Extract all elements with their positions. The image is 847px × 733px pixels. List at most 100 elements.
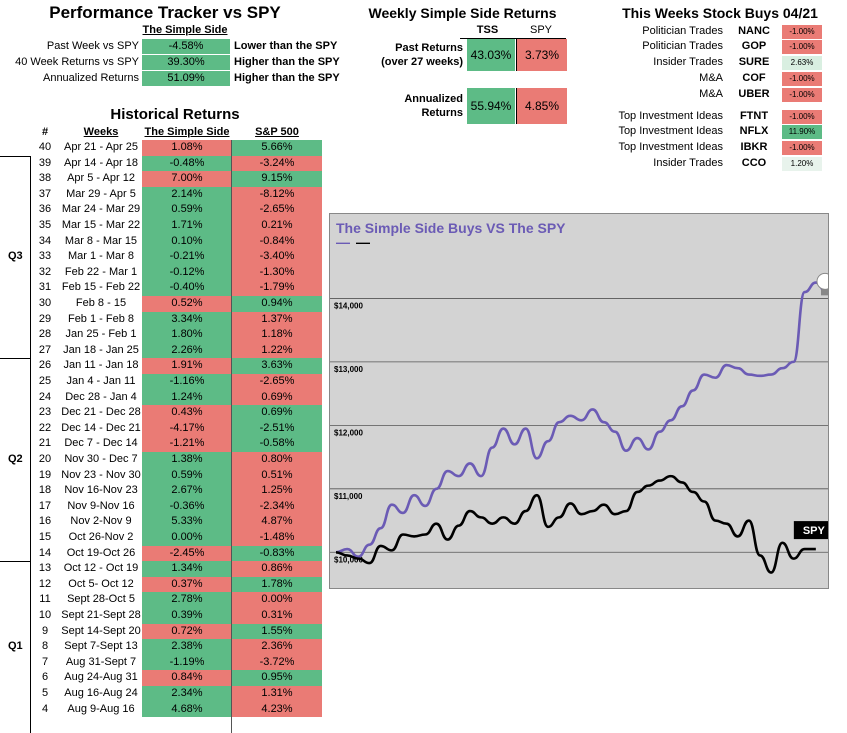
buy-value: -1.00% (782, 72, 822, 86)
hist-row: 35 Mar 15 - Mar 22 1.71% 0.21% (0, 218, 330, 234)
weekly-ann-label-1: Annualized (404, 93, 463, 105)
hist-sp: 1.22% (232, 342, 322, 359)
hist-sp: 2.36% (232, 639, 322, 655)
hist-sp: 3.63% (232, 358, 322, 374)
chart-title: The Simple Side Buys VS The SPY (336, 220, 566, 236)
hist-row: 34 Mar 8 - Mar 15 0.10% -0.84% (0, 233, 330, 250)
hist-tss: 0.59% (142, 467, 232, 484)
hist-weeks: Oct 26-Nov 2 (68, 531, 134, 543)
chart-panel: The Simple Side Buys VS The SPY — — $10,… (329, 213, 829, 589)
weekly-col-spy: SPY (529, 24, 552, 36)
hist-weeks: Jan 18 - Jan 25 (63, 343, 139, 356)
tracker-row-label: 40 Week Returns vs SPY (15, 56, 139, 68)
hist-sp: -2.51% (232, 420, 322, 437)
hist-sp: 1.25% (232, 483, 322, 499)
legend-black-marker: — (356, 234, 370, 250)
tracker-row-value: 51.09% (142, 71, 230, 86)
y-tick-label: $10,000 (334, 555, 363, 564)
hist-row: 28 Jan 25 - Feb 1 1.80% 1.18% (0, 327, 330, 343)
hist-weeks: Jan 11 - Jan 18 (63, 359, 139, 372)
hist-header-tss: The Simple Side (144, 126, 230, 138)
weekly-title: Weekly Simple Side Returns (368, 5, 557, 21)
hist-row: 27 Jan 18 - Jan 25 2.26% 1.22% (0, 342, 330, 359)
weekly-col-tss: TSS (476, 24, 499, 36)
quarter-label: Q1 (8, 640, 23, 653)
hist-num: 34 (38, 234, 52, 247)
hist-row: 15 Oct 26-Nov 2 0.00% -1.48% (0, 530, 330, 546)
hist-num: 11 (39, 593, 51, 606)
hist-row: 7 Aug 31-Sept 7 -1.19% -3.72% (0, 654, 330, 671)
hist-row: 16 Nov 2-Nov 9 5.33% 4.87% (0, 514, 330, 530)
hist-num: 19 (38, 468, 52, 481)
hist-tss: 2.67% (142, 483, 232, 499)
quarter-divider (0, 358, 30, 360)
hist-tss: 2.38% (142, 639, 232, 655)
buy-value: 2.63% (782, 56, 822, 70)
hist-sp: 1.78% (232, 576, 322, 593)
weekly-ann-tss: 55.94% (467, 88, 515, 124)
hist-weeks: Feb 22 - Mar 1 (64, 265, 138, 278)
hist-tss: 1.38% (142, 452, 232, 468)
series-line-spy (335, 474, 816, 574)
tracker-row-value: -4.58% (142, 39, 230, 54)
quarter-label: Q2 (8, 452, 23, 465)
buy-ticker: GOP (741, 40, 767, 52)
hist-tss: 4.68% (142, 701, 232, 718)
tracker-row-value: 39.30% (142, 55, 230, 70)
hist-weeks: Feb 15 - Feb 22 (61, 281, 141, 294)
buy-ticker: FTNT (739, 110, 769, 122)
column-divider (231, 140, 232, 733)
buy-ticker: IBKR (740, 141, 768, 153)
hist-tss: 1.34% (142, 561, 232, 577)
hist-row: 25 Jan 4 - Jan 11 -1.16% -2.65% (0, 374, 330, 390)
hist-weeks: Aug 9-Aug 16 (67, 702, 135, 715)
hist-sp: -3.40% (232, 249, 322, 265)
hist-sp: 1.18% (232, 327, 322, 343)
hist-num: 21 (38, 437, 52, 450)
buys-title: This Weeks Stock Buys 04/21 (622, 5, 818, 21)
quarter-label: Q3 (8, 250, 23, 262)
hist-tss: 1.91% (142, 358, 232, 374)
hist-sp: -2.65% (232, 374, 322, 390)
hist-row: 12 Oct 5- Oct 12 0.37% 1.78% (0, 576, 330, 593)
hist-tss: 7.00% (142, 171, 232, 187)
hist-sp: -3.72% (232, 654, 322, 671)
hist-num: 39 (38, 156, 52, 169)
hist-row: 8 Sept 7-Sept 13 2.38% 2.36% (0, 639, 330, 655)
hist-num: 22 (38, 421, 52, 434)
hist-weeks: Sept 14-Sept 20 (61, 624, 141, 637)
hist-weeks: Sept 28-Oct 5 (67, 593, 135, 606)
historical-title: Historical Returns (110, 106, 240, 123)
tracker-row-note: Lower than the SPY (234, 40, 338, 52)
svg-text:SPY: SPY (803, 525, 826, 537)
hist-num: 32 (38, 265, 52, 278)
hist-sp: -1.79% (232, 280, 322, 296)
y-tick-label: $13,000 (334, 365, 363, 374)
hist-sp: 1.31% (232, 686, 322, 702)
hist-num: 23 (38, 406, 52, 419)
hist-row: 20 Nov 30 - Dec 7 1.38% 0.80% (0, 452, 330, 468)
hist-tss: 1.80% (142, 327, 232, 343)
hist-num: 15 (38, 531, 52, 543)
hist-row: 6 Aug 24-Aug 31 0.84% 0.95% (0, 670, 330, 686)
hist-row: 4 Aug 9-Aug 16 4.68% 4.23% (0, 701, 330, 718)
hist-tss: 0.43% (142, 405, 232, 421)
hist-tss: 2.26% (142, 342, 232, 359)
hist-tss: 0.10% (142, 233, 232, 250)
hist-row: 31 Feb 15 - Feb 22 -0.40% -1.79% (0, 280, 330, 296)
hist-tss: 0.52% (142, 296, 232, 312)
hist-weeks: Sept 7-Sept 13 (64, 640, 138, 653)
hist-sp: -3.24% (232, 155, 322, 172)
buy-value: 1.20% (782, 157, 822, 171)
hist-sp: -0.83% (232, 545, 322, 562)
hist-num: 16 (38, 515, 52, 528)
hist-num: 31 (38, 281, 52, 294)
buy-category: M&A (699, 88, 723, 100)
hist-row: 36 Mar 24 - Mar 29 0.59% -2.65% (0, 202, 330, 218)
hist-weeks: Oct 19-Oct 26 (66, 546, 136, 559)
hist-row: 22 Dec 14 - Dec 21 -4.17% -2.51% (0, 420, 330, 437)
hist-sp: 0.00% (232, 592, 322, 608)
hist-weeks: Aug 16-Aug 24 (64, 687, 138, 699)
quarter-bracket (30, 358, 31, 562)
hist-tss: -1.19% (142, 654, 232, 671)
